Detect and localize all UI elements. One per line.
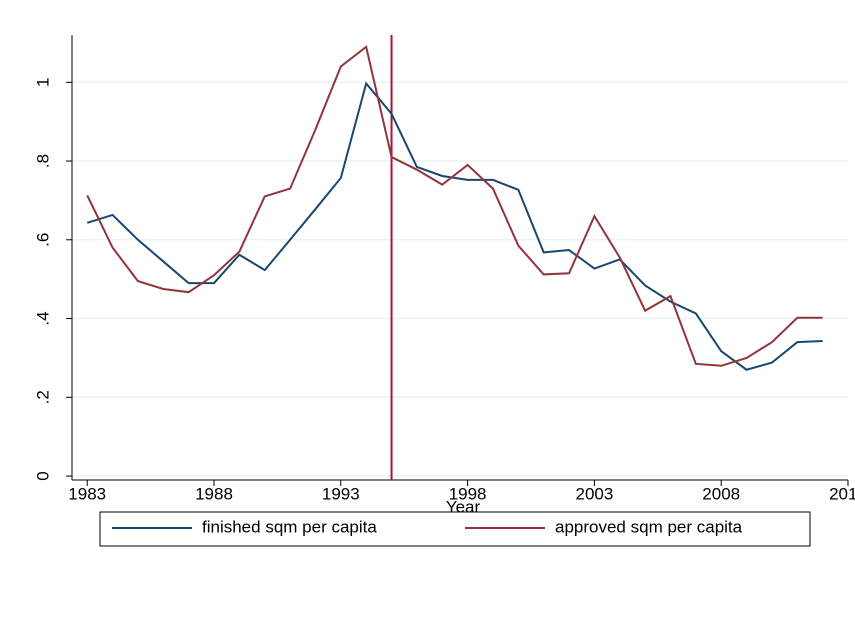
x-tick-label: 2008 xyxy=(702,484,740,503)
x-tick-label: 2003 xyxy=(575,484,613,503)
series-line xyxy=(86,45,823,367)
x-tick-label: 1983 xyxy=(68,484,106,503)
legend-box xyxy=(99,511,811,547)
legend-label: finished sqm per capita xyxy=(202,517,377,536)
y-tick-label: 0 xyxy=(33,471,52,480)
y-tick-label: .2 xyxy=(33,390,52,404)
series-line xyxy=(86,81,823,371)
legend-label: approved sqm per capita xyxy=(555,517,743,536)
x-tick-label: 1988 xyxy=(195,484,233,503)
y-tick-label: .4 xyxy=(33,311,52,325)
y-tick-label: .6 xyxy=(33,233,52,247)
x-tick-label: 1998 xyxy=(449,484,487,503)
x-tick-label: 1993 xyxy=(322,484,360,503)
y-tick-label: .8 xyxy=(33,154,52,168)
y-tick-label: 1 xyxy=(33,78,52,87)
x-tick-label: 2013 xyxy=(829,484,855,503)
